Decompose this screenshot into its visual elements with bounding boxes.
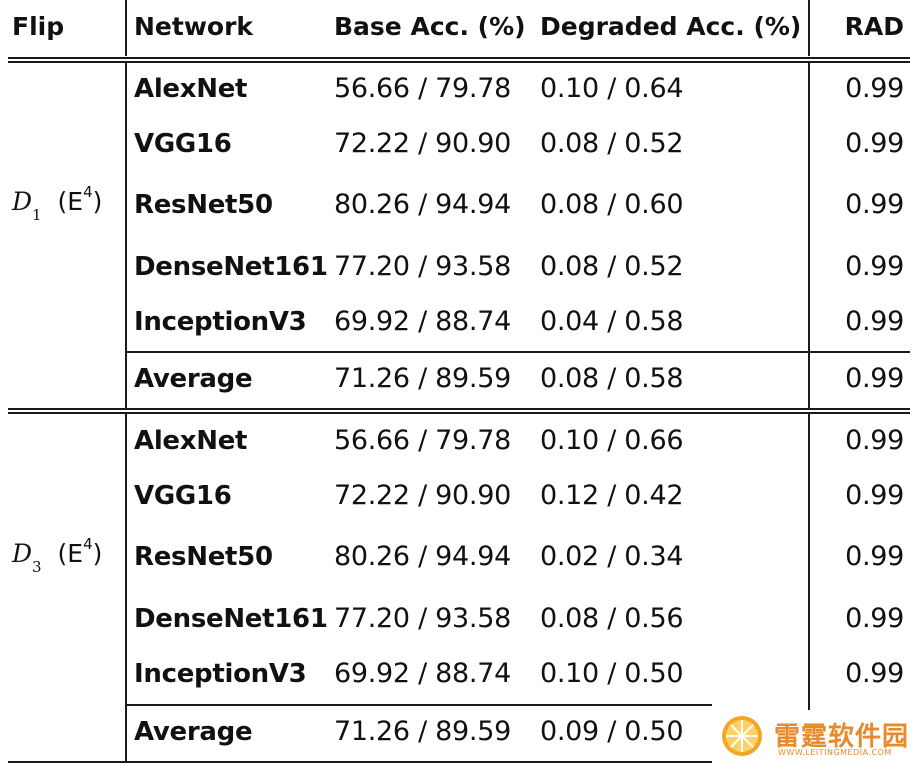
group1-average-rule [125,351,910,353]
watermark: 雷霆软件园 WWW.LEITINGMEDIA.COM [712,710,912,764]
header-divider-left [125,0,127,56]
rad-value: 0.99 [845,189,904,220]
degraded-acc-value: 0.08 / 0.52 [540,251,684,282]
rad-value: 0.99 [845,363,904,394]
header-degraded-acc: Degraded Acc. (%) [540,12,802,41]
network-name: InceptionV3 [134,307,307,337]
header-divider-right [808,0,810,56]
rad-value: 0.99 [845,425,904,456]
base-acc-value: 80.26 / 94.94 [334,189,511,220]
header-rule-bottom [8,61,910,63]
degraded-acc-value: 0.08 / 0.52 [540,128,684,159]
network-name: Average [134,364,253,394]
degraded-acc-value: 0.10 / 0.64 [540,73,684,104]
rad-value: 0.99 [845,128,904,159]
rad-value: 0.99 [845,73,904,104]
network-name: AlexNet [134,74,248,104]
group1-divider-left [125,62,127,408]
header-flip: Flip [12,12,65,41]
base-acc-value: 72.22 / 90.90 [334,480,511,511]
watermark-text: 雷霆软件园 [774,722,910,752]
base-acc-value: 69.92 / 88.74 [334,658,511,689]
base-acc-value: 77.20 / 93.58 [334,251,511,282]
network-name: DenseNet161 [134,252,328,282]
group2-divider-right [808,413,810,761]
group-separator-top [8,408,910,410]
base-acc-value: 80.26 / 94.94 [334,541,511,572]
base-acc-value: 56.66 / 79.78 [334,73,511,104]
base-acc-value: 71.26 / 89.59 [334,716,511,747]
header-base-acc: Base Acc. (%) [334,12,526,41]
degraded-acc-value: 0.10 / 0.66 [540,425,684,456]
network-name: VGG16 [134,129,232,159]
degraded-acc-value: 0.08 / 0.60 [540,189,684,220]
network-name: Average [134,717,253,747]
base-acc-value: 72.22 / 90.90 [334,128,511,159]
network-name: ResNet50 [134,542,273,572]
orange-slice-logo-icon [722,716,762,756]
network-name: InceptionV3 [134,659,307,689]
rad-value: 0.99 [845,480,904,511]
rad-value: 0.99 [845,603,904,634]
network-name: AlexNet [134,426,248,456]
degraded-acc-value: 0.08 / 0.58 [540,363,684,394]
header-rad: RAD [844,12,904,41]
header-rule-top [8,57,910,59]
degraded-acc-value: 0.10 / 0.50 [540,658,684,689]
table-bottom-rule [8,761,712,763]
degraded-acc-value: 0.02 / 0.34 [540,541,684,572]
rad-value: 0.99 [845,251,904,282]
base-acc-value: 69.92 / 88.74 [334,306,511,337]
group1-divider-right [808,62,810,408]
base-acc-value: 56.66 / 79.78 [334,425,511,456]
flip-label-d3: D3 (E4) [12,535,103,576]
group2-average-rule [125,704,712,706]
network-name: ResNet50 [134,190,273,220]
degraded-acc-value: 0.12 / 0.42 [540,480,684,511]
network-name: VGG16 [134,481,232,511]
degraded-acc-value: 0.04 / 0.58 [540,306,684,337]
watermark-url: WWW.LEITINGMEDIA.COM [778,748,892,757]
group2-divider-left [125,413,127,761]
base-acc-value: 71.26 / 89.59 [334,363,511,394]
degraded-acc-value: 0.09 / 0.50 [540,716,684,747]
network-name: DenseNet161 [134,604,328,634]
degraded-acc-value: 0.08 / 0.56 [540,603,684,634]
base-acc-value: 77.20 / 93.58 [334,603,511,634]
header-network: Network [134,12,254,41]
group-separator-bottom [8,412,910,414]
rad-value: 0.99 [845,541,904,572]
rad-value: 0.99 [845,658,904,689]
rad-value: 0.99 [845,306,904,337]
flip-label-d1: D1 (E4) [12,183,103,224]
